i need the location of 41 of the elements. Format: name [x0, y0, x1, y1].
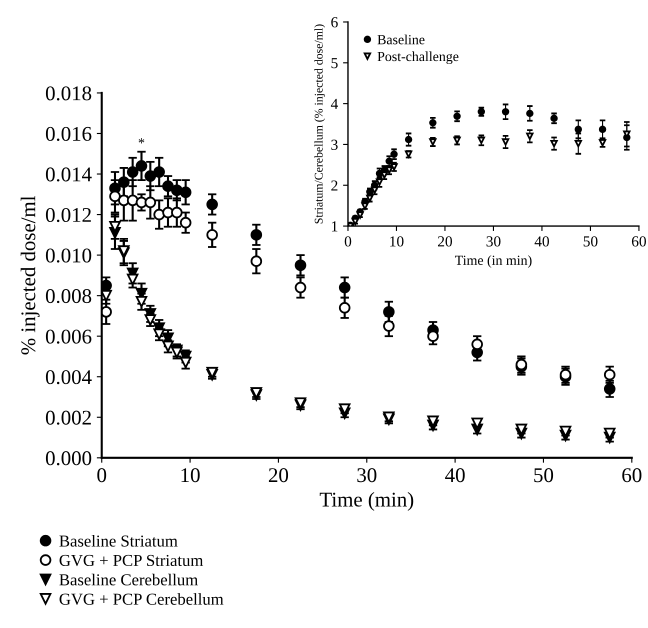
- legend-label: GVG + PCP Striatum: [60, 554, 204, 566]
- y-tick-label: 2: [331, 180, 338, 191]
- x-tick-label: 20: [438, 236, 452, 247]
- y-tick-label: 1: [332, 221, 338, 232]
- x-tick-label: 50: [534, 468, 554, 482]
- y-axis-title: Striatum/Cerebellum (% injected dose/ml): [314, 24, 326, 224]
- y-tick-label: 0.014: [46, 167, 92, 182]
- y-tick-label: 0.008: [46, 289, 92, 304]
- x-tick-label: 0: [97, 468, 106, 482]
- legend-label: Baseline: [378, 34, 424, 44]
- y-tick-label: 5: [332, 58, 338, 68]
- legend-label: Baseline Cerebellum: [59, 574, 198, 586]
- x-tick-label: 10: [181, 468, 200, 482]
- y-tick-label: 0.002: [46, 410, 91, 425]
- y-tick-label: 0.012: [46, 208, 91, 222]
- y-tick-label: 0.016: [46, 126, 92, 142]
- x-tick-label: 60: [632, 236, 646, 247]
- y-tick-label: 3: [331, 140, 338, 150]
- x-tick-label: 20: [268, 468, 288, 482]
- y-tick-label: 0.004: [46, 370, 92, 384]
- y-tick-label: 0.000: [46, 451, 92, 466]
- x-axis-title: Time (min): [320, 492, 414, 511]
- y-axis-title: % injected dose/ml: [20, 196, 40, 355]
- annotation: *: [138, 138, 144, 144]
- x-tick-label: 40: [445, 468, 465, 482]
- y-tick-label: 0.006: [46, 330, 92, 344]
- x-tick-label: 60: [622, 468, 642, 482]
- x-axis-title: Time (in min): [454, 255, 532, 268]
- y-tick-label: 4: [330, 98, 338, 109]
- legend-label: Baseline Striatum: [59, 534, 178, 547]
- legend-label: GVG + PCP Cerebellum: [60, 593, 224, 605]
- x-tick-label: 40: [534, 236, 549, 247]
- x-tick-label: 10: [390, 236, 404, 247]
- x-tick-label: 50: [584, 236, 598, 247]
- x-tick-label: 0: [344, 236, 352, 247]
- x-tick-label: 30: [357, 468, 376, 482]
- legend-label: Post-challenge: [378, 51, 458, 64]
- y-tick-label: 0.010: [46, 248, 92, 263]
- y-tick-label: 0.018: [46, 86, 92, 100]
- x-tick-label: 30: [486, 236, 501, 247]
- y-tick-label: 6: [331, 17, 338, 28]
